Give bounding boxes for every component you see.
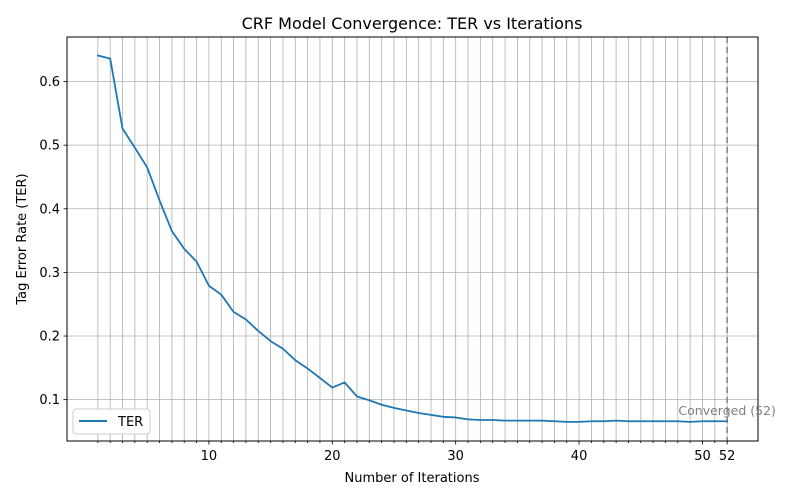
y-tick-label: 0.3 [39, 266, 60, 281]
x-tick-label: 10 [201, 449, 218, 464]
y-tick-label: 0.5 [39, 139, 60, 154]
y-tick-label: 0.6 [39, 75, 60, 90]
x-tick-label: 20 [324, 449, 341, 464]
x-tick-label: 50 [694, 449, 711, 464]
y-tick-label: 0.4 [39, 202, 60, 217]
y-tick-label: 0.1 [39, 393, 60, 408]
x-tick-label: 52 [719, 449, 736, 464]
chart-title: CRF Model Convergence: TER vs Iterations [242, 14, 583, 33]
x-axis-label: Number of Iterations [345, 471, 480, 486]
x-tick-label: 30 [447, 449, 464, 464]
legend-box [72, 408, 151, 435]
legend: TER [72, 408, 151, 435]
x-tick-label: 40 [571, 449, 588, 464]
y-tick-label: 0.2 [39, 330, 60, 345]
axis-ticks: 10 20 30 40 50 52 0.1 0.2 0.3 0.4 0.5 0.6 [39, 75, 735, 464]
series-line-ter [96, 54, 729, 423]
legend-label-ter: TER [117, 415, 143, 430]
grid-lines [67, 37, 758, 441]
series-layer [96, 54, 729, 423]
converged-annotation: Converged (52) [678, 403, 776, 418]
plot-area-frame [66, 36, 759, 442]
y-axis-label: Tag Error Rate (TER) [15, 173, 30, 305]
